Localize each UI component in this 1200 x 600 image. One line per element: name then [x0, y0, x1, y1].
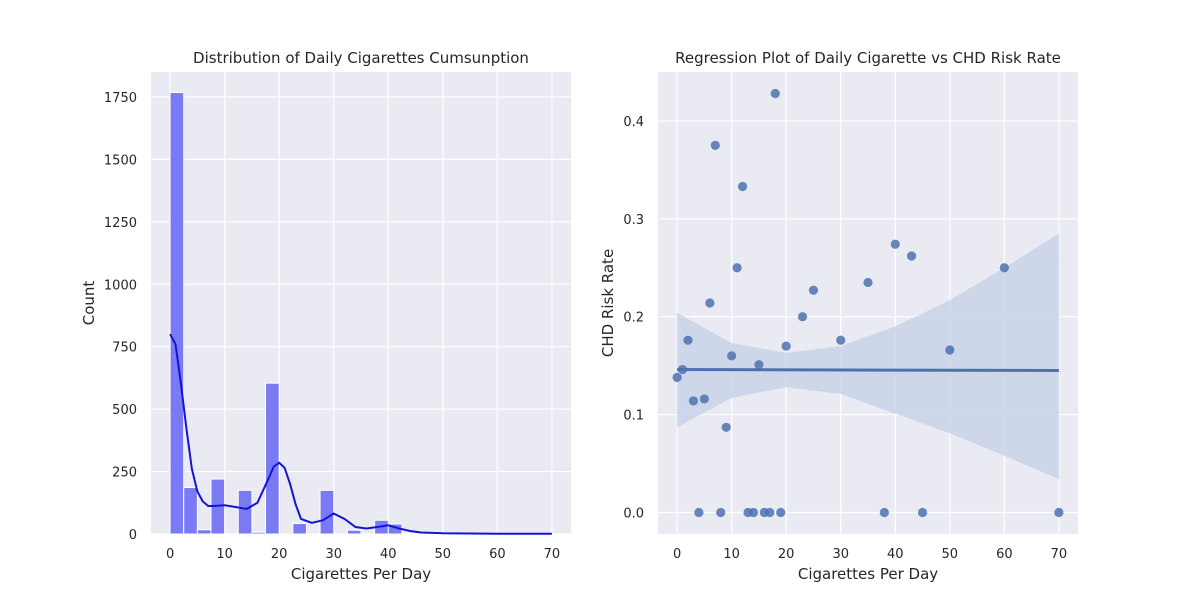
- histogram-bar: [169, 91, 185, 535]
- scatter-point: [754, 360, 764, 370]
- histogram-title: Distribution of Daily Cigarettes Cumsunp…: [193, 49, 529, 67]
- histogram-panel: 0 10 20 30 40 50 60 70 0 250 500 750 1000 1250 1500 17…: [80, 49, 571, 583]
- scatter-point: [716, 507, 726, 518]
- regression-x-tick-label: 40: [887, 547, 904, 562]
- regression-y-tick-label: 0.0: [623, 506, 644, 521]
- scatter-point: [710, 140, 720, 151]
- regression-y-tick-label: 0.4: [623, 115, 644, 130]
- scatter-point: [737, 181, 748, 192]
- histogram-y-tick-label: 500: [112, 403, 137, 418]
- regression-y-tick-label: 0.3: [623, 213, 644, 228]
- scatter-point: [890, 239, 900, 249]
- histogram-x-tick-label: 20: [271, 547, 288, 562]
- regression-x-tick-label: 10: [723, 547, 740, 562]
- regression-line: [677, 368, 1059, 373]
- histogram-bar: [183, 487, 198, 535]
- scatter-point: [776, 507, 786, 518]
- histogram-y-tick-label: 750: [112, 341, 137, 356]
- histogram-bar: [292, 523, 307, 535]
- scatter-point: [907, 251, 917, 261]
- histogram-x-tick-label: 0: [166, 547, 174, 562]
- histogram-plot-area: [151, 72, 571, 534]
- kde-curve: [169, 333, 552, 535]
- scatter-point: [863, 277, 873, 288]
- scatter-point: [808, 285, 819, 295]
- scatter-point: [688, 396, 699, 406]
- histogram-grid: [151, 72, 571, 535]
- histogram-x-tick-label: 60: [489, 547, 506, 562]
- histogram-bar: [196, 529, 212, 535]
- histogram-x-tick-label: 70: [544, 547, 561, 562]
- histogram-x-tick-label: 40: [380, 547, 397, 562]
- regression-x-tick-label: 30: [832, 547, 849, 562]
- regression-x-ticks: 0 10 20 30 40 50 60 70: [673, 547, 1067, 562]
- regression-y-ticks: 0.0 0.1 0.2 0.3 0.4: [623, 115, 644, 522]
- scatter-point: [683, 335, 693, 345]
- histogram-bars: [169, 91, 553, 535]
- scatter-point: [677, 364, 688, 375]
- histogram-bar: [265, 382, 280, 535]
- histogram-y-tick-label: 1000: [104, 278, 137, 293]
- histogram-x-ticks: 0 10 20 30 40 50 60 70: [166, 547, 560, 562]
- scatter-point: [748, 507, 759, 518]
- histogram-x-axis-label: Cigarettes Per Day: [291, 565, 431, 583]
- histogram-bar: [319, 489, 335, 535]
- scatter-point: [917, 507, 928, 518]
- regression-y-axis-label: CHD Risk Rate: [599, 249, 617, 357]
- regression-title: Regression Plot of Daily Cigarette vs CH…: [675, 49, 1061, 67]
- regression-x-tick-label: 70: [1051, 547, 1068, 562]
- histogram-y-tick-label: 1750: [104, 91, 137, 106]
- histogram-x-tick-label: 50: [435, 547, 452, 562]
- regression-y-tick-label: 0.2: [623, 311, 644, 326]
- histogram-bar: [251, 531, 267, 535]
- regression-x-tick-label: 60: [996, 547, 1013, 562]
- histogram-bar: [237, 489, 253, 535]
- regression-grid: [658, 72, 1078, 534]
- scatter-point: [836, 335, 846, 345]
- regression-x-axis-label: Cigarettes Per Day: [798, 565, 938, 583]
- scatter-points: [672, 88, 1064, 518]
- confidence-band: [677, 233, 1059, 480]
- regression-x-tick-label: 20: [778, 547, 795, 562]
- scatter-point: [765, 507, 775, 518]
- scatter-point: [672, 372, 682, 382]
- scatter-point: [781, 341, 791, 351]
- histogram-y-tick-label: 250: [112, 466, 137, 481]
- histogram-bar: [346, 529, 362, 535]
- histogram-y-tick-label: 0: [129, 528, 137, 543]
- histogram-x-tick-label: 10: [216, 547, 233, 562]
- regression-y-tick-label: 0.1: [623, 409, 644, 424]
- scatter-point: [945, 345, 955, 355]
- scatter-point: [727, 351, 737, 361]
- scatter-point: [705, 298, 715, 308]
- histogram-y-tick-label: 1500: [104, 153, 137, 168]
- scatter-point: [699, 394, 709, 404]
- scatter-point: [1054, 507, 1064, 518]
- regression-panel: 0 10 20 30 40 50 60 70 0.0 0.1 0.2 0.3 0.4 Regressi…: [599, 49, 1078, 583]
- regression-x-tick-label: 0: [673, 547, 681, 562]
- scatter-point: [797, 312, 808, 322]
- scatter-point: [770, 88, 780, 99]
- histogram-x-tick-label: 30: [325, 547, 342, 562]
- scatter-point: [999, 263, 1009, 273]
- histogram-y-tick-label: 1250: [104, 216, 137, 231]
- scatter-point: [732, 263, 742, 273]
- regression-x-tick-label: 50: [942, 547, 959, 562]
- histogram-y-ticks: 0 250 500 750 1000 1250 1500 1750: [104, 91, 137, 543]
- scatter-point: [879, 507, 889, 518]
- scatter-point: [694, 507, 704, 518]
- scatter-point: [721, 422, 731, 432]
- histogram-y-axis-label: Count: [80, 281, 98, 326]
